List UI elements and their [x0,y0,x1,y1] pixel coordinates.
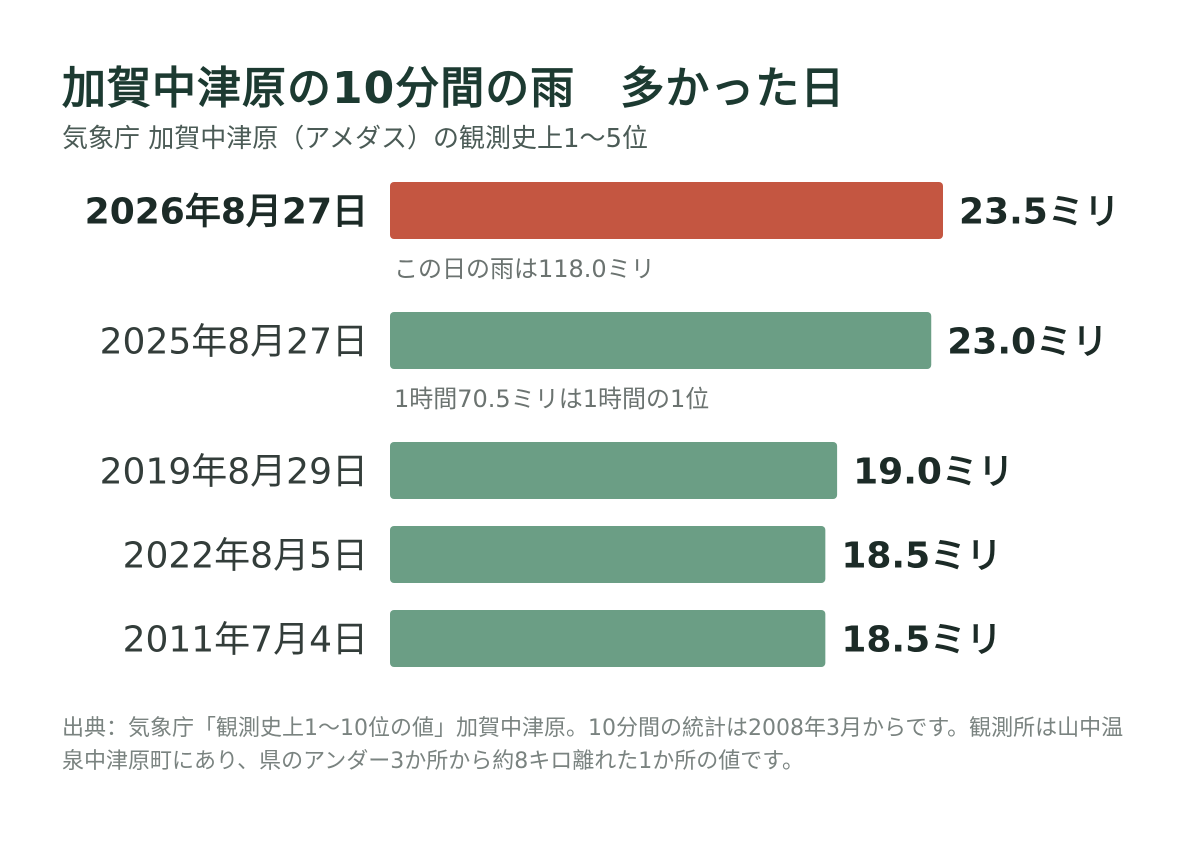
source-note: 出典：気象庁「観測史上1〜10位の値」加賀中津原。10分間の統計は2008年3月… [62,716,1124,774]
annotation: 1時間70.5ミリは1時間の1位 [394,385,709,413]
category-label: 2026年8月27日 [85,192,368,233]
chart-subtitle: 気象庁 加賀中津原（アメダス）の観測史上1〜5位 [62,124,649,154]
category-label: 2019年8月29日 [100,452,368,493]
bar [390,312,932,369]
annotation: この日の雨は118.0ミリ [394,255,655,283]
category-label: 2022年8月5日 [123,536,368,577]
value-label: 18.5ミリ [841,620,1002,661]
value-label: 23.0ミリ [947,322,1108,363]
bar [390,442,838,499]
bar [390,526,826,583]
value-label: 18.5ミリ [841,536,1002,577]
category-label: 2011年7月4日 [123,620,368,661]
bar-chart: 2026年8月27日 23.5ミリ 2025年8月27日 23.0ミリ 2019年8月2… [85,182,1120,667]
category-label: 2025年8月27日 [100,322,368,363]
value-label: 23.5ミリ [959,192,1120,233]
chart-title: 加賀中津原の10分間の雨 多かった日 [62,63,846,114]
bar [390,182,943,239]
bar [390,610,826,667]
value-label: 19.0ミリ [853,452,1014,493]
